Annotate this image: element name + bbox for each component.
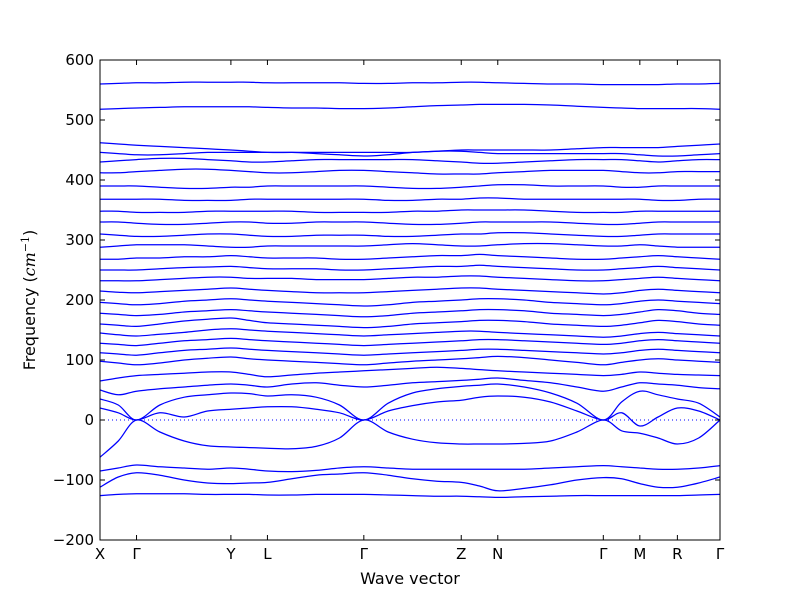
x-tick-label-11: Γ: [716, 545, 725, 563]
phonon-band-8: [100, 493, 720, 499]
phonon-band-17: [100, 275, 720, 282]
phonon-band-10: [100, 347, 720, 356]
y-axis-unit: cm: [20, 252, 39, 276]
phonon-band-11: [100, 337, 720, 347]
phonon-band-23: [100, 209, 720, 214]
phonon-band-7: [100, 472, 720, 492]
y-axis-title: Frequency (cm−1): [19, 230, 39, 371]
phonon-band-25: [100, 184, 720, 190]
phonon-band-12: [100, 328, 720, 338]
y-tick-label: 0: [84, 411, 94, 429]
y-axis-unit-exponent: −1: [19, 236, 32, 252]
y-tick-label: −200: [53, 531, 94, 549]
phonon-band-18: [100, 264, 720, 271]
y-tick-label: 100: [65, 351, 94, 369]
x-tick-label-5: Γ: [360, 545, 369, 563]
phonon-band-5: [100, 366, 720, 382]
x-tick-label-6: Z: [456, 545, 466, 563]
x-tick-label-7: N: [492, 545, 503, 563]
phonon-band-24: [100, 197, 720, 202]
y-axis-ticks: −200 −100 0 100 200 300 400 500 600: [53, 51, 720, 549]
x-tick-label-10: R: [672, 545, 682, 563]
plot-area: [100, 81, 720, 499]
phonon-bands: [100, 81, 720, 499]
y-tick-label: −100: [53, 471, 94, 489]
phonon-band-2: [100, 395, 720, 427]
y-axis-title-text: Frequency: [20, 288, 39, 371]
y-tick-label: 200: [65, 291, 94, 309]
x-tick-label-8: Γ: [599, 545, 608, 563]
phonon-band-26: [100, 168, 720, 175]
x-tick-label-2: Γ: [132, 545, 141, 563]
y-tick-label: 300: [65, 231, 94, 249]
phonon-band-1: [100, 419, 720, 458]
phonon-band-30: [100, 103, 720, 110]
phonon-band-31: [100, 81, 720, 86]
phonon-band-22: [100, 221, 720, 226]
phonon-band-15: [100, 298, 720, 307]
phonon-band-4: [100, 377, 720, 396]
phonon-band-20: [100, 242, 720, 248]
x-tick-label-3: Y: [225, 545, 236, 563]
y-tick-label: 500: [65, 111, 94, 129]
phonon-band-13: [100, 317, 720, 329]
phonon-band-9: [100, 355, 720, 366]
phonon-band-19: [100, 253, 720, 260]
phonon-band-16: [100, 287, 720, 295]
phonon-band-21: [100, 232, 720, 238]
phonon-band-6: [100, 464, 720, 473]
x-tick-label-1: X: [95, 545, 105, 563]
x-tick-label-9: M: [633, 545, 646, 563]
phonon-band-29: [100, 142, 720, 154]
x-axis-title: Wave vector: [360, 569, 460, 588]
x-tick-label-4: L: [263, 545, 272, 563]
phonon-band-3: [100, 383, 720, 421]
y-tick-label: 400: [65, 171, 94, 189]
y-tick-label: 600: [65, 51, 94, 69]
phonon-band-14: [100, 308, 720, 318]
phonon-band-27: [100, 157, 720, 164]
